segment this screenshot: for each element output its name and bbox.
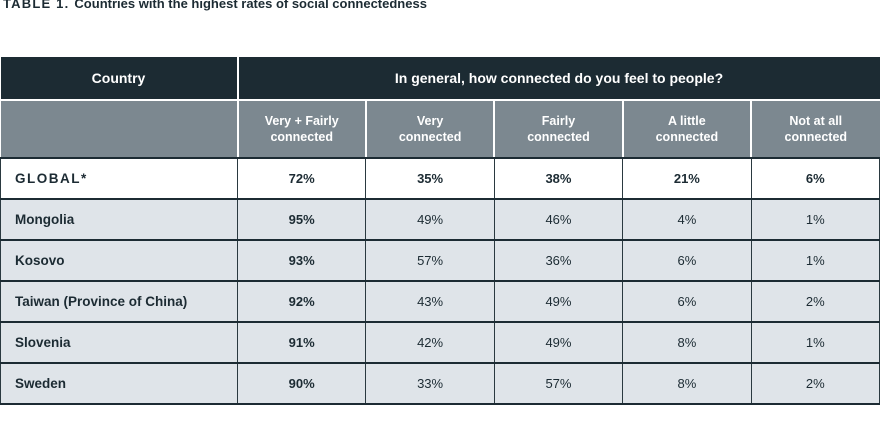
value-cell: 2% bbox=[750, 280, 880, 323]
value-cell: 93% bbox=[236, 239, 367, 282]
value-cell: 49% bbox=[365, 198, 495, 241]
country-cell: Mongolia bbox=[0, 198, 238, 241]
value-cell: 6% bbox=[622, 239, 752, 282]
value-cell: 49% bbox=[493, 321, 624, 364]
country-cell: Taiwan (Province of China) bbox=[0, 280, 238, 323]
value-cell: 90% bbox=[236, 362, 367, 405]
header-row: Country In general, how connected do you… bbox=[0, 57, 880, 101]
country-cell: GLOBAL* bbox=[0, 157, 238, 200]
table-row-sweden: Sweden 90% 33% 57% 8% 2% bbox=[0, 362, 880, 405]
value-cell: 33% bbox=[365, 362, 495, 405]
table-number-label: TABLE 1. bbox=[3, 0, 70, 11]
value-cell: 95% bbox=[236, 198, 367, 241]
subheader-very-fairly-connected: Very + Fairly connected bbox=[237, 100, 367, 159]
subheader-very-connected: Very connected bbox=[365, 100, 496, 159]
value-cell: 49% bbox=[493, 280, 624, 323]
table-caption: TABLE 1. Countries with the highest rates… bbox=[3, 0, 880, 11]
value-cell: 21% bbox=[622, 157, 752, 200]
value-cell: 2% bbox=[750, 362, 880, 405]
table-title: Countries with the highest rates of soci… bbox=[74, 0, 427, 11]
value-cell: 57% bbox=[365, 239, 495, 282]
value-cell: 8% bbox=[622, 321, 752, 364]
table-row-global: GLOBAL* 72% 35% 38% 21% 6% bbox=[0, 157, 880, 200]
table-row-slovenia: Slovenia 91% 42% 49% 8% 1% bbox=[0, 321, 880, 364]
table-row-taiwan: Taiwan (Province of China) 92% 43% 49% 6… bbox=[0, 280, 880, 323]
value-cell: 42% bbox=[365, 321, 495, 364]
table-row-mongolia: Mongolia 95% 49% 46% 4% 1% bbox=[0, 198, 880, 241]
value-cell: 35% bbox=[365, 157, 495, 200]
connectedness-table: Country In general, how connected do you… bbox=[0, 57, 880, 405]
table-row-kosovo: Kosovo 93% 57% 36% 6% 1% bbox=[0, 239, 880, 282]
country-cell: Sweden bbox=[0, 362, 238, 405]
subheader-a-little-connected: A little connected bbox=[622, 100, 753, 159]
value-cell: 46% bbox=[493, 198, 624, 241]
value-cell: 1% bbox=[750, 239, 880, 282]
value-cell: 4% bbox=[622, 198, 752, 241]
value-cell: 36% bbox=[493, 239, 624, 282]
value-cell: 1% bbox=[750, 321, 880, 364]
country-column-header: Country bbox=[0, 57, 239, 101]
value-cell: 57% bbox=[493, 362, 624, 405]
subheader-empty-cell bbox=[0, 100, 239, 159]
value-cell: 92% bbox=[236, 280, 367, 323]
question-header: In general, how connected do you feel to… bbox=[237, 57, 880, 101]
value-cell: 6% bbox=[622, 280, 752, 323]
value-cell: 8% bbox=[622, 362, 752, 405]
subheader-not-at-all-connected: Not at all connected bbox=[751, 100, 880, 159]
subheader-fairly-connected: Fairly connected bbox=[494, 100, 624, 159]
value-cell: 91% bbox=[236, 321, 367, 364]
value-cell: 38% bbox=[493, 157, 624, 200]
value-cell: 43% bbox=[365, 280, 495, 323]
value-cell: 6% bbox=[750, 157, 880, 200]
subheader-row: Very + Fairly connected Very connected F… bbox=[0, 100, 880, 159]
country-cell: Kosovo bbox=[0, 239, 238, 282]
value-cell: 1% bbox=[750, 198, 880, 241]
value-cell: 72% bbox=[236, 157, 367, 200]
country-cell: Slovenia bbox=[0, 321, 238, 364]
